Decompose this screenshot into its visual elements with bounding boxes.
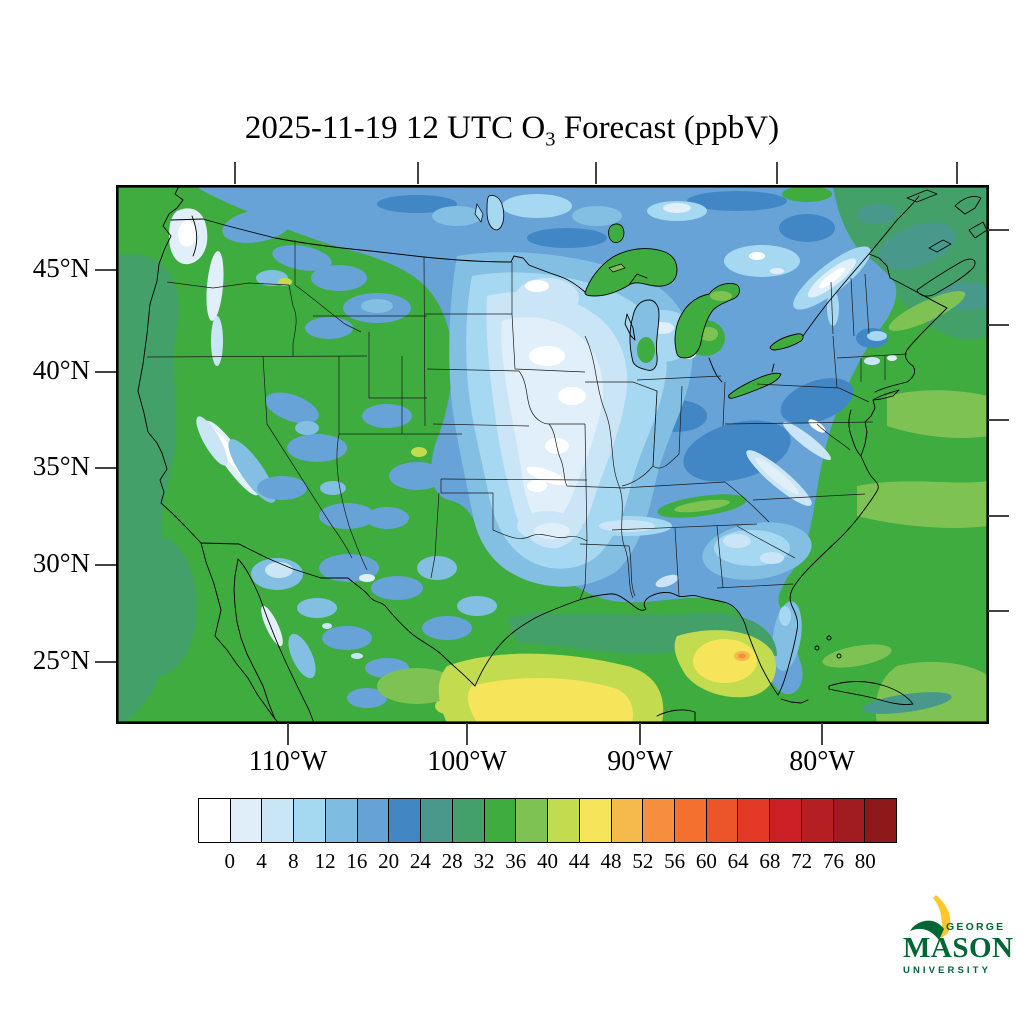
colorbar-tick-label: 28: [441, 849, 463, 873]
figure-title: 2025-11-19 12 UTC O3 Forecast (ppbV): [0, 110, 1024, 152]
lon-tick-bottom: [821, 723, 823, 745]
colorbar-cell: [484, 799, 517, 842]
colorbar-tick-label: 80: [854, 849, 876, 873]
colorbar-tick-label: 72: [791, 849, 813, 873]
colorbar-tick-label: 36: [505, 849, 527, 873]
colorbar-tick-label: 12: [314, 849, 336, 873]
lon-tick-top: [234, 162, 236, 184]
colorbar-tick-label: 24: [409, 849, 431, 873]
colorbar-cell: [865, 799, 897, 842]
colorbar-tick-label: 56: [664, 849, 686, 873]
colorbar-cell: [643, 799, 676, 842]
lat-tick-left: [95, 661, 116, 663]
lat-tick-right: [988, 610, 1009, 612]
lat-tick-left: [95, 564, 116, 566]
colorbar-cell: [833, 799, 866, 842]
colorbar-cell: [770, 799, 802, 842]
title-subscript: 3: [545, 128, 556, 151]
lat-label: 40°N: [32, 355, 90, 385]
colorbar-cell: [706, 799, 739, 842]
lat-tick-right: [988, 229, 1009, 231]
lon-tick-top: [956, 162, 958, 184]
logo-gold-leaf-icon: [933, 895, 951, 939]
colorbar-tick-label: 68: [759, 849, 781, 873]
lat-tick-right: [988, 419, 1009, 421]
colorbar-tick-label: 32: [473, 849, 495, 873]
lat-label: 30°N: [32, 548, 90, 578]
colorbar-cell: [325, 799, 358, 842]
colorbar-cell: [357, 799, 390, 842]
colorbar-cell: [199, 799, 231, 842]
colorbar-tick-label: 44: [568, 849, 590, 873]
colorbar: [198, 798, 897, 843]
colorbar-tick-label: 64: [727, 849, 749, 873]
lon-label: 80°W: [789, 746, 855, 777]
colorbar-tick-label: 40: [537, 849, 558, 873]
colorbar-tick-label: 76: [822, 849, 844, 873]
title-datetime: 2025-11-19 12 UTC O: [244, 110, 546, 146]
lat-label: 35°N: [32, 451, 90, 481]
lat-tick-right: [988, 515, 1009, 517]
colorbar-cell: [611, 799, 644, 842]
lat-label: 25°N: [32, 645, 90, 675]
logo-george-text: GEORGE: [946, 921, 1005, 933]
colorbar-tick-label: 48: [600, 849, 622, 873]
forecast-map: [116, 185, 989, 724]
colorbar-cell: [548, 799, 580, 842]
lat-tick-left: [95, 269, 116, 271]
colorbar-cell: [262, 799, 295, 842]
gmu-logo: GEORGE MASON UNIVERSITY: [903, 895, 1013, 976]
colorbar-cell: [579, 799, 612, 842]
colorbar-cell: [421, 799, 453, 842]
colorbar-cell: [738, 799, 771, 842]
lon-label: 110°W: [248, 746, 328, 777]
colorbar-tick-label: 4: [256, 849, 267, 873]
lon-tick-bottom: [639, 723, 641, 745]
colorbar-cell: [389, 799, 422, 842]
colorbar-cell: [452, 799, 485, 842]
lat-tick-left: [95, 371, 116, 373]
lat-label: 45°N: [32, 253, 90, 283]
colorbar-cell: [801, 799, 834, 842]
colorbar-tick-label: 52: [632, 849, 654, 873]
title-suffix: Forecast (ppbV): [555, 110, 780, 146]
lon-tick-top: [417, 162, 419, 184]
colorbar-cell: [230, 799, 263, 842]
lon-tick-top: [776, 162, 778, 184]
colorbar-tick-label: 16: [346, 849, 368, 873]
colorbar-tick-label: 0: [224, 849, 236, 873]
colorbar-tick-label: 8: [288, 849, 299, 873]
lon-label: 90°W: [607, 746, 673, 777]
colorbar-cell: [294, 799, 326, 842]
colorbar-tick-label: 60: [695, 849, 717, 873]
ozone-contour-map: [117, 186, 988, 723]
colorbar-cell: [516, 799, 549, 842]
colorbar-tick-label: 20: [378, 849, 400, 873]
lat-tick-right: [988, 324, 1009, 326]
colorbar-cell: [675, 799, 707, 842]
logo-mason-text: MASON: [903, 932, 1013, 964]
logo-green-leaf-icon: [910, 920, 944, 940]
logo-university-text: UNIVERSITY: [903, 965, 991, 976]
lon-label: 100°W: [427, 746, 507, 777]
lon-tick-bottom: [287, 723, 289, 745]
lat-tick-left: [95, 467, 116, 469]
lon-tick-top: [595, 162, 597, 184]
lon-tick-bottom: [466, 723, 468, 745]
